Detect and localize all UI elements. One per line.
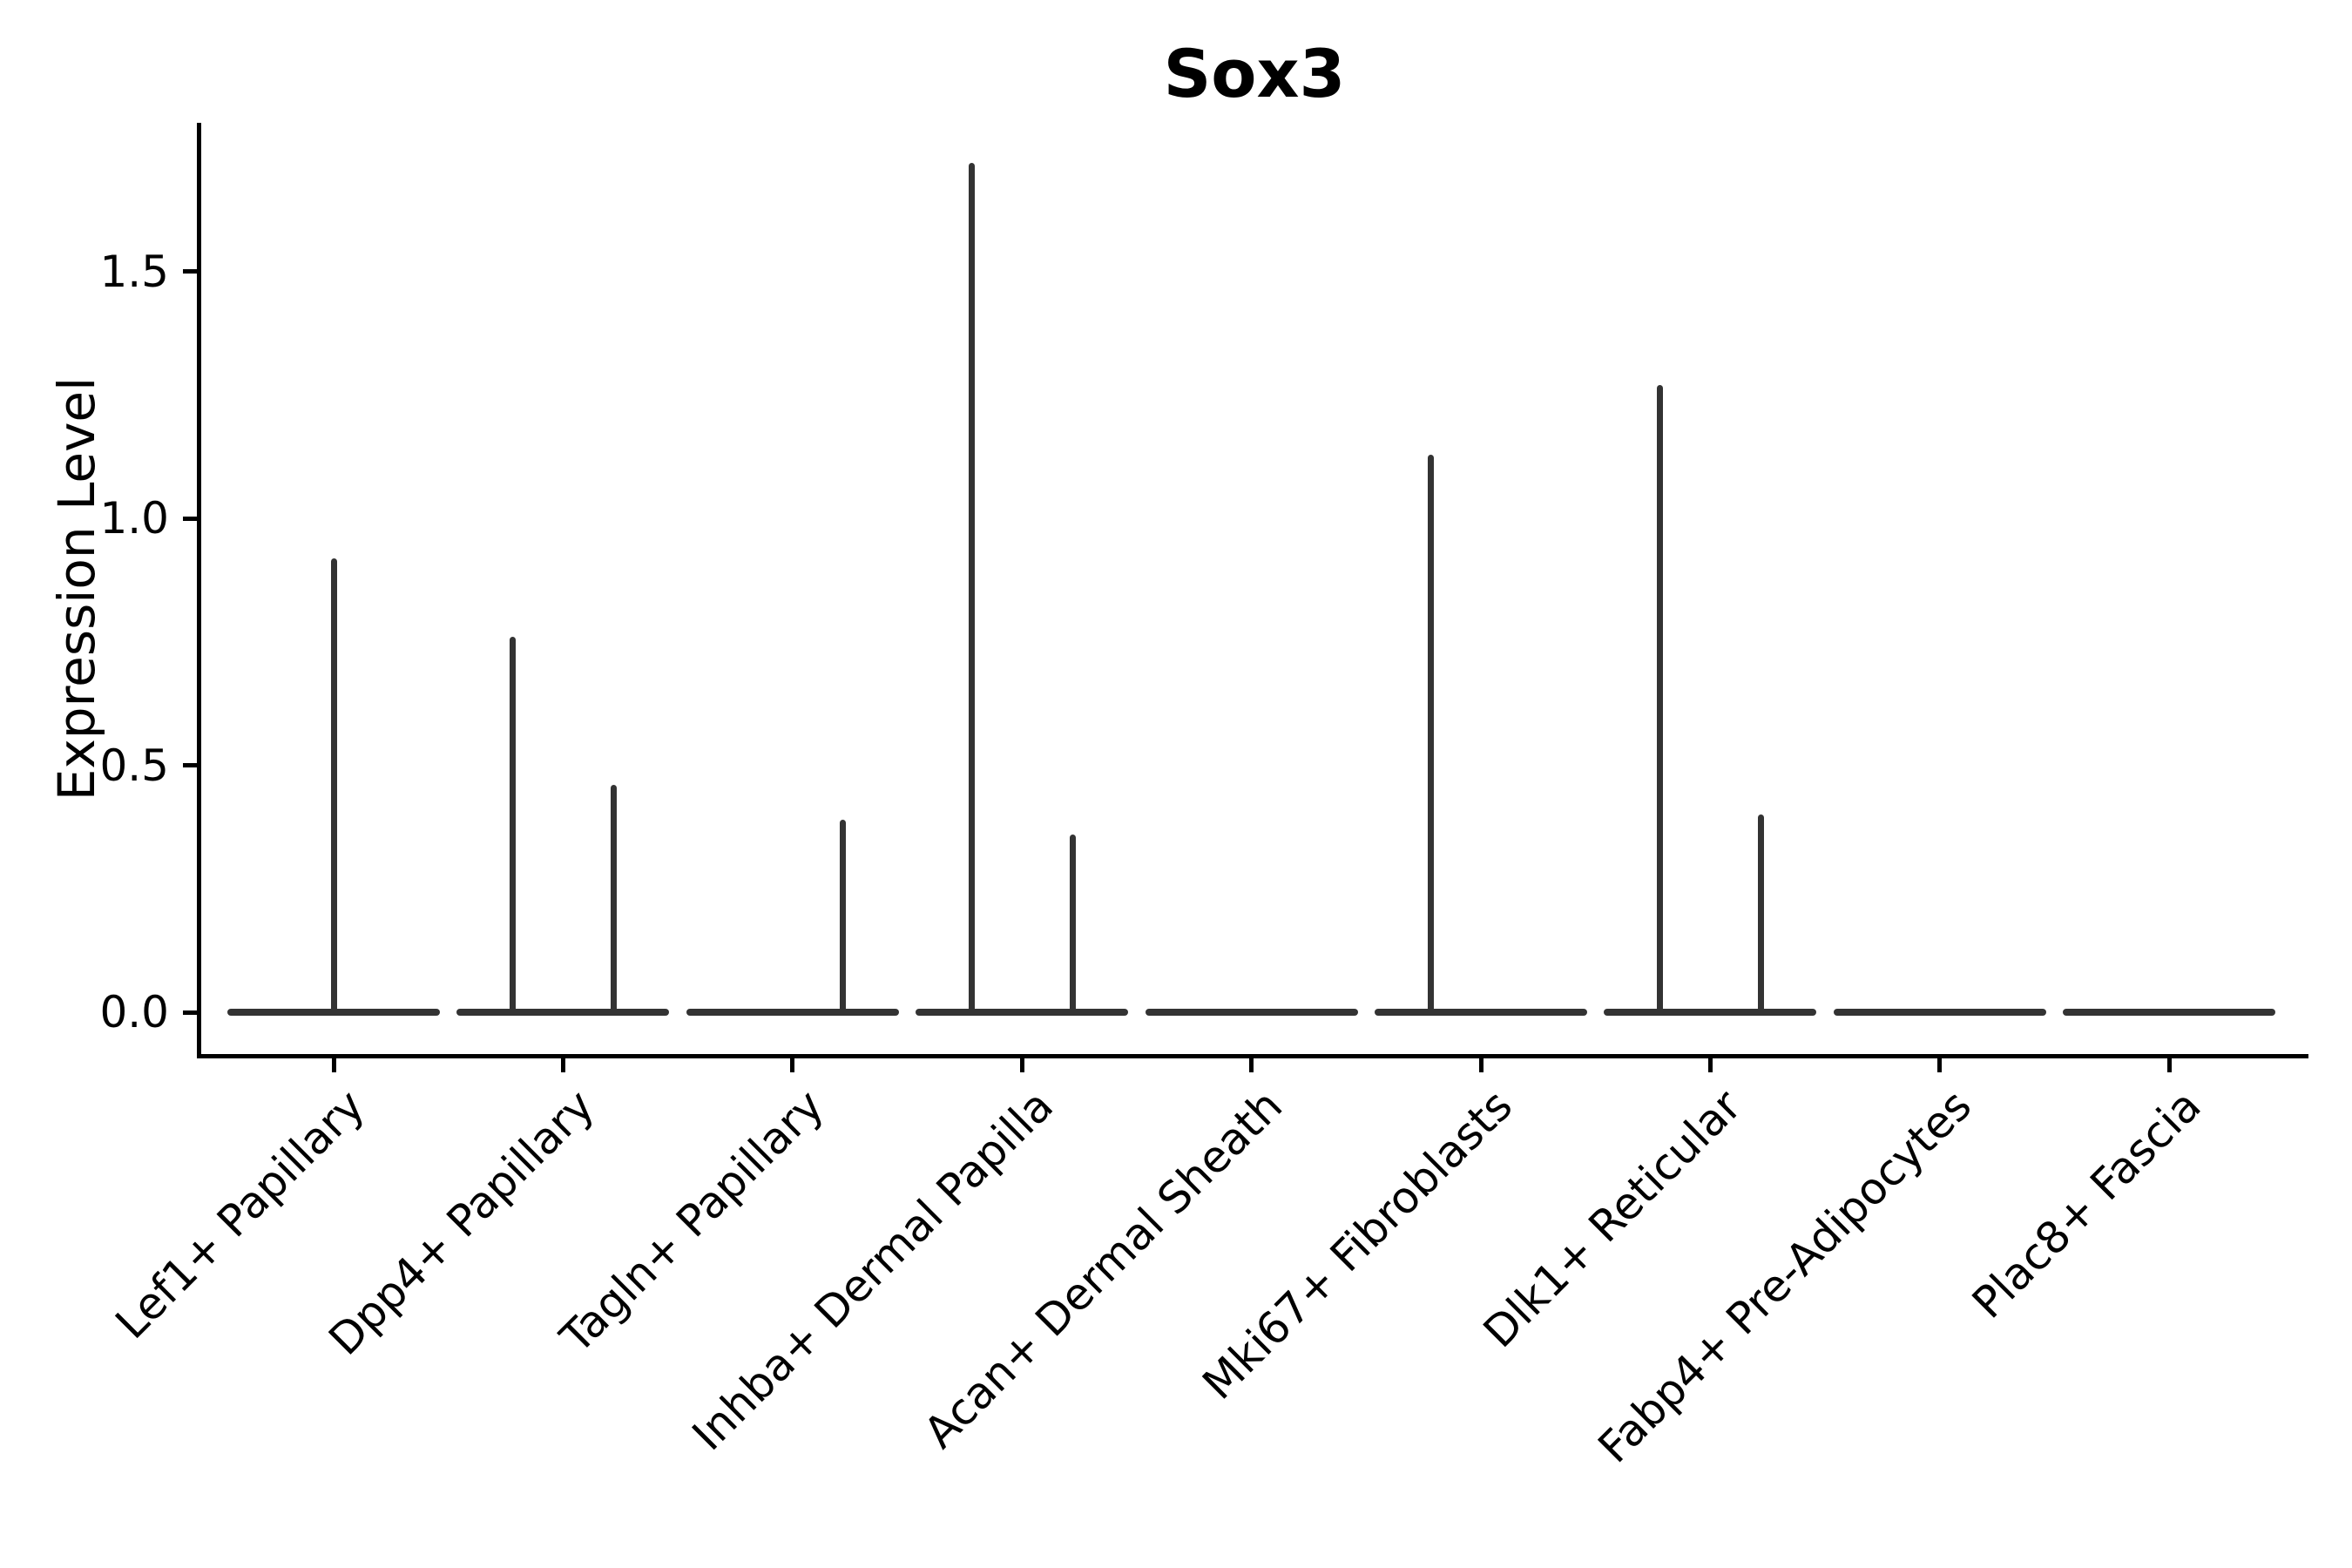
x-tick (790, 1058, 795, 1072)
x-tick (1937, 1058, 1943, 1072)
x-tick (1249, 1058, 1254, 1072)
violin-spike (330, 558, 337, 1016)
x-tick (2166, 1058, 2172, 1072)
violin-body (1604, 1009, 1817, 1016)
violin-body (2063, 1009, 2276, 1016)
y-tick (183, 763, 197, 768)
x-tick (1478, 1058, 1484, 1072)
violin-spike (1757, 814, 1764, 1016)
violin-body (916, 1009, 1129, 1016)
y-tick (183, 516, 197, 521)
plot-title: Sox3 (1163, 35, 1346, 112)
violin-body (456, 1009, 670, 1016)
x-axis-spine (197, 1054, 2308, 1058)
y-tick-label: 0.0 (99, 987, 169, 1037)
x-tick (331, 1058, 336, 1072)
violin-body (1833, 1009, 2046, 1016)
x-tick-label: Lef1+ Papillary (105, 1080, 375, 1349)
y-tick (183, 269, 197, 274)
violin-spike (1656, 385, 1663, 1016)
y-axis-spine (197, 123, 201, 1058)
y-axis-label: Expression Level (47, 376, 106, 801)
violin-body (686, 1009, 899, 1016)
violin-spike (509, 637, 516, 1016)
violin-spike (1069, 834, 1076, 1016)
y-tick-label: 1.5 (99, 246, 169, 297)
x-tick (1707, 1058, 1713, 1072)
y-tick-label: 1.0 (99, 493, 169, 544)
violin-body (1375, 1009, 1587, 1016)
y-tick-label: 0.5 (99, 740, 169, 791)
violin-spike (1427, 454, 1434, 1016)
violin-spike (968, 163, 975, 1016)
x-tick-label: Fabp4+ Pre-Adipocytes (1588, 1080, 1981, 1473)
x-tick-label: Plac8+ Fascia (1962, 1080, 2211, 1328)
violin-spike (610, 785, 617, 1016)
violin-spike (840, 819, 847, 1016)
x-tick (1019, 1058, 1024, 1072)
y-tick (183, 1010, 197, 1015)
violin-body (1145, 1009, 1358, 1016)
x-tick (560, 1058, 565, 1072)
